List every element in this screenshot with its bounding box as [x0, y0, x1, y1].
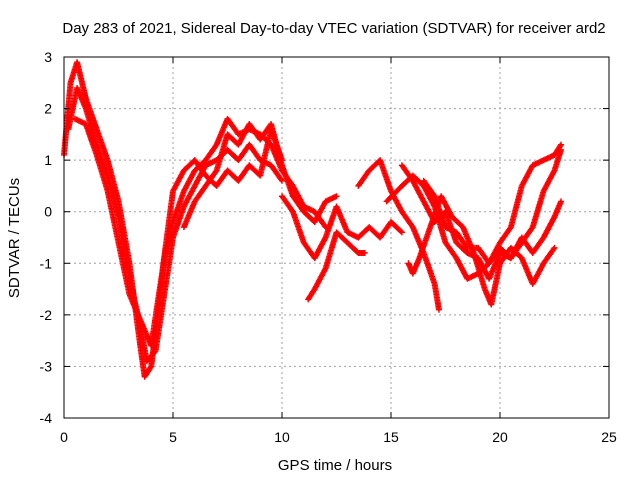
axes: 0 5 10 15 20 25 -4 -3 -2 -1 0 1 2 3	[40, 49, 617, 445]
y-tick-label: 0	[44, 204, 52, 220]
data-point-marker	[361, 249, 368, 256]
y-tick-label: -1	[40, 255, 53, 271]
data-point-marker	[147, 364, 154, 371]
y-axis-label: SDTVAR / TECUs	[6, 178, 23, 298]
data-point-marker	[321, 222, 328, 229]
chart-title: Day 283 of 2021, Sidereal Day-to-day VTE…	[62, 20, 605, 37]
y-tick-label: -3	[40, 358, 53, 374]
data-point-marker	[435, 306, 442, 313]
series-trace-7	[355, 157, 442, 313]
series-trace-4	[180, 121, 340, 231]
y-tick-label: -4	[40, 410, 53, 426]
series-trace-5	[279, 193, 405, 262]
data-points	[61, 59, 565, 380]
data-point-marker	[151, 349, 158, 356]
data-point-marker	[551, 244, 558, 251]
data-point-marker	[557, 142, 564, 149]
x-tick-label: 15	[383, 429, 399, 445]
data-point-marker	[558, 146, 565, 153]
y-tick-label: 1	[44, 152, 52, 168]
plot-frame	[63, 56, 610, 419]
data-point-marker	[550, 246, 557, 253]
data-point-marker	[558, 198, 565, 205]
series-trace-10	[405, 193, 558, 308]
y-tick-label: -2	[40, 307, 53, 323]
data-point-marker	[279, 177, 285, 184]
x-tick-label: 5	[169, 429, 177, 445]
x-tick-label: 20	[492, 429, 508, 445]
x-tick-label: 0	[60, 429, 68, 445]
x-axis-label: GPS time / hours	[278, 457, 392, 474]
x-tick-label: 10	[274, 429, 290, 445]
data-point-marker	[397, 228, 404, 235]
data-point-marker	[558, 141, 565, 148]
x-tick-label: 25	[601, 429, 617, 445]
series-trace-1	[61, 59, 329, 380]
y-tick-label: 2	[44, 101, 52, 117]
series-trace-6	[305, 229, 368, 303]
y-tick-label: 3	[44, 49, 52, 65]
data-point-marker	[333, 193, 340, 200]
series-trace-9	[398, 146, 565, 282]
series-trace-11	[420, 177, 565, 267]
series-trace-3	[71, 115, 285, 349]
data-point-marker	[278, 176, 285, 183]
data-point-marker	[398, 229, 405, 236]
